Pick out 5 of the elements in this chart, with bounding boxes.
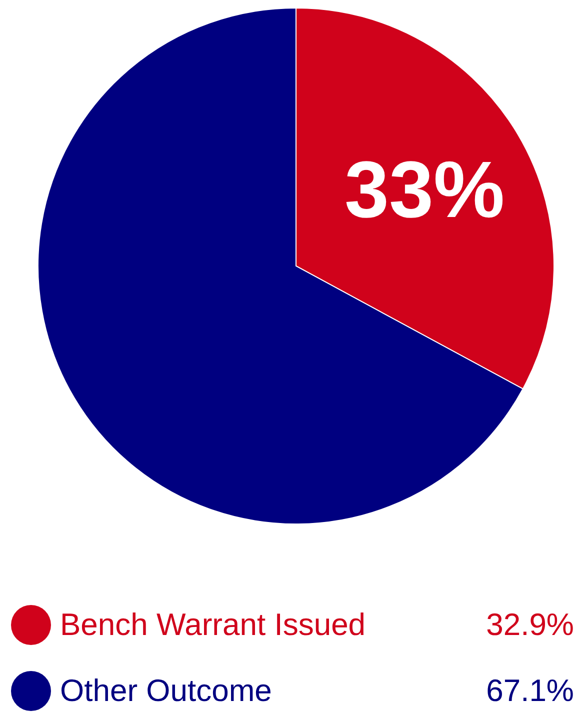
text: 33% — [344, 144, 505, 234]
data-label: 32.9% — [486, 607, 574, 643]
legend-label: Bench Warrant Issued — [60, 607, 367, 643]
data-label: 67.1% — [486, 673, 574, 709]
legend-label: Other Outcome — [60, 673, 273, 709]
